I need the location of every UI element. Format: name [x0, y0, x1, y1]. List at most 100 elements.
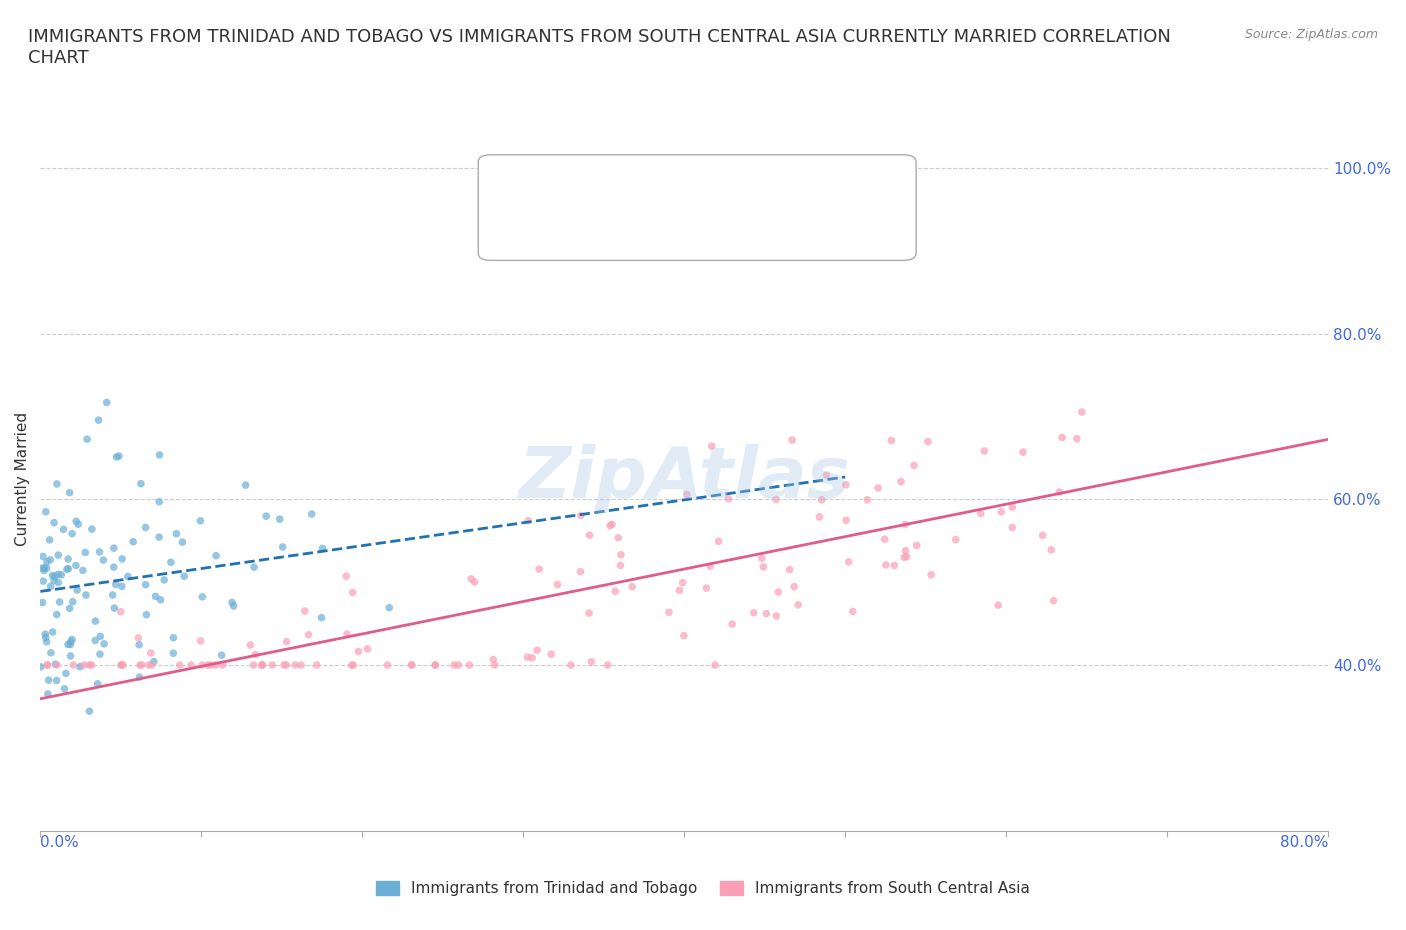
Point — [77, 658, 100, 672]
Point — [1040, 542, 1063, 557]
Point — [672, 575, 695, 590]
Point — [780, 432, 803, 447]
Point — [1050, 430, 1073, 445]
Point — [517, 513, 540, 528]
Point — [169, 658, 191, 672]
Point — [401, 658, 423, 672]
Point — [39, 645, 62, 660]
Point — [112, 658, 135, 672]
Point — [765, 608, 787, 623]
Legend: R = 0.087    N = 114, R = 0.630    N = 141: R = 0.087 N = 114, R = 0.630 N = 141 — [591, 156, 830, 227]
Point — [783, 579, 806, 594]
Point — [254, 509, 277, 524]
Point — [44, 657, 66, 671]
Point — [894, 543, 917, 558]
Text: Source: ZipAtlas.com: Source: ZipAtlas.com — [1244, 28, 1378, 41]
Point — [31, 595, 53, 610]
Point — [856, 492, 879, 507]
Point — [808, 510, 831, 525]
Point — [53, 682, 76, 697]
Point — [765, 492, 787, 507]
Point — [447, 658, 470, 672]
Point — [336, 627, 359, 642]
Point — [48, 594, 70, 609]
Point — [920, 567, 942, 582]
Point — [69, 659, 91, 674]
Point — [484, 658, 506, 672]
Point — [35, 561, 58, 576]
Point — [72, 563, 94, 578]
Point — [65, 514, 87, 529]
Point — [46, 548, 69, 563]
Point — [59, 601, 82, 616]
Point — [135, 578, 157, 592]
Point — [44, 569, 66, 584]
Point — [1049, 485, 1071, 499]
Point — [93, 636, 115, 651]
Point — [868, 481, 890, 496]
Point — [250, 658, 273, 672]
Point — [596, 658, 619, 672]
Point — [1398, 227, 1406, 242]
Point — [32, 549, 55, 564]
Point — [342, 585, 364, 600]
Point — [42, 573, 65, 588]
Point — [903, 458, 925, 472]
Point — [56, 551, 79, 566]
Point — [779, 562, 801, 577]
Point — [695, 580, 717, 595]
Point — [425, 658, 447, 672]
Point — [80, 658, 103, 672]
Point — [148, 447, 170, 462]
Point — [80, 522, 103, 537]
Point — [672, 628, 695, 643]
Point — [815, 468, 838, 483]
Point — [599, 518, 621, 533]
Point — [110, 604, 132, 619]
Point — [707, 534, 730, 549]
Point — [105, 449, 128, 464]
Point — [621, 579, 644, 594]
Point — [172, 535, 194, 550]
Point — [148, 495, 170, 510]
FancyBboxPatch shape — [478, 154, 917, 260]
Point — [30, 659, 52, 674]
Point — [211, 658, 233, 672]
Point — [578, 605, 600, 620]
Point — [342, 658, 364, 672]
Point — [60, 526, 83, 541]
Point — [578, 527, 600, 542]
Point — [751, 551, 773, 565]
Point — [600, 517, 623, 532]
Point — [890, 474, 912, 489]
Point — [31, 561, 53, 576]
Point — [35, 630, 58, 644]
Point — [546, 578, 568, 592]
Point — [252, 658, 274, 672]
Point — [835, 512, 858, 527]
Point — [55, 666, 77, 681]
Text: IMMIGRANTS FROM TRINIDAD AND TOBAGO VS IMMIGRANTS FROM SOUTH CENTRAL ASIA CURREN: IMMIGRANTS FROM TRINIDAD AND TOBAGO VS I… — [28, 28, 1171, 67]
Point — [875, 557, 897, 572]
Point — [221, 595, 243, 610]
Point — [56, 562, 79, 577]
Point — [290, 658, 312, 672]
Point — [86, 676, 108, 691]
Point — [103, 560, 125, 575]
Text: 80.0%: 80.0% — [1279, 835, 1329, 850]
Point — [610, 547, 633, 562]
Point — [173, 569, 195, 584]
Point — [148, 530, 170, 545]
Point — [67, 517, 90, 532]
Point — [842, 604, 865, 619]
Point — [60, 632, 83, 647]
Point — [271, 539, 294, 554]
Point — [117, 569, 139, 584]
Point — [311, 541, 333, 556]
Point — [111, 578, 134, 593]
Point — [103, 601, 125, 616]
Point — [110, 658, 132, 672]
Point — [787, 597, 810, 612]
Point — [883, 558, 905, 573]
Point — [425, 658, 447, 672]
